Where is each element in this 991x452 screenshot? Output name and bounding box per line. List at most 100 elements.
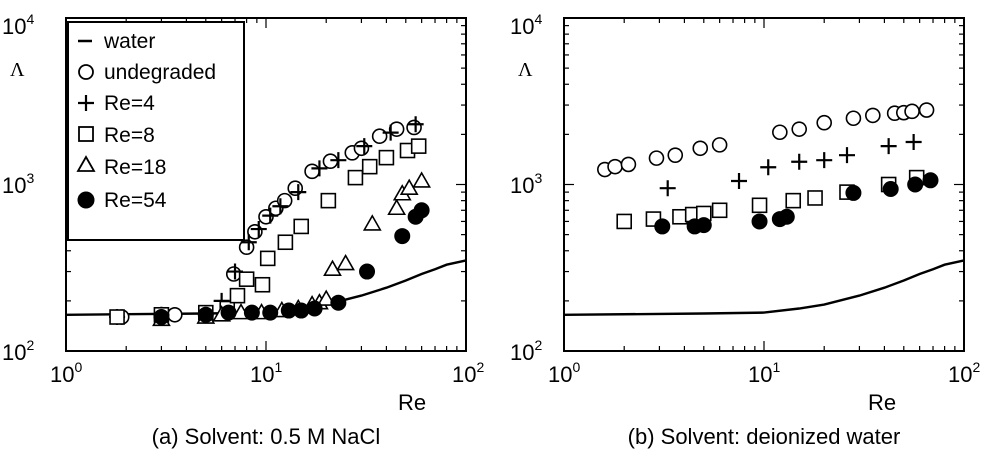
- data-point-re4: [250, 221, 267, 238]
- legend-re4-label: Re=4: [104, 92, 155, 115]
- data-point-re4: [880, 138, 897, 155]
- data-point-re18: [316, 289, 336, 306]
- data-point-re54: [413, 202, 430, 219]
- legend-re8-label: Re=8: [104, 124, 155, 147]
- data-point-re8: [238, 271, 255, 287]
- data-point-re4: [311, 160, 328, 177]
- y-tick-b-top: 104: [510, 11, 542, 39]
- x-tick-a-left: 100: [50, 359, 82, 387]
- legend: water undegraded Re=4 Re=8 Re=18 Re=54: [67, 21, 245, 241]
- data-point-undegraded: [304, 163, 320, 180]
- data-point-re54: [394, 228, 411, 245]
- y-axis-label-b: Λ: [518, 59, 533, 81]
- data-point-re54: [654, 218, 671, 235]
- data-point-undegraded: [711, 137, 728, 153]
- x-tick-b-right: 102: [948, 359, 980, 387]
- data-point-re8: [254, 276, 271, 293]
- markers-a: [109, 116, 432, 327]
- water-curve-b: [563, 259, 965, 316]
- data-point-undegraded: [918, 102, 935, 118]
- data-point-re8: [259, 250, 276, 267]
- data-point-re54: [197, 306, 214, 323]
- data-point-re4: [760, 159, 777, 176]
- data-point-undegraded: [648, 150, 665, 166]
- x-tick-a-mid: 101: [250, 359, 282, 387]
- data-point-re4: [407, 116, 424, 133]
- data-point-re18: [323, 259, 342, 276]
- legend-re54-label: Re=54: [104, 189, 167, 212]
- water-curve-line-b: [563, 259, 965, 316]
- data-point-re54: [243, 304, 260, 321]
- data-point-re54: [907, 176, 924, 193]
- chart-panel-a: 104 103 102 100 101 102 Λ Re (a) Solvent…: [2, 11, 484, 449]
- data-point-re18: [387, 198, 407, 216]
- markers-b: [597, 102, 939, 235]
- data-point-re4: [356, 138, 373, 155]
- legend-re8-marker: [78, 126, 94, 142]
- data-point-re4: [240, 234, 257, 251]
- data-point-re8: [229, 287, 246, 304]
- data-point-undegraded: [607, 158, 623, 175]
- plot-frame-b: [563, 17, 965, 352]
- data-point-re8: [277, 234, 294, 251]
- data-point-re4: [905, 133, 922, 150]
- data-point-re8: [672, 208, 688, 225]
- data-point-re54: [695, 217, 712, 234]
- y-tick-a-mid: 103: [2, 170, 34, 198]
- data-point-re8: [785, 192, 802, 209]
- x-tick-b-left: 100: [548, 359, 580, 387]
- legend-re54-marker: [77, 191, 95, 209]
- data-point-undegraded: [865, 107, 881, 124]
- data-point-re54: [262, 304, 279, 321]
- y-tick-b-bottom: 102: [510, 337, 542, 365]
- data-point-re8: [361, 158, 378, 175]
- data-point-undegraded: [667, 147, 684, 163]
- data-point-undegraded: [620, 156, 637, 173]
- data-point-undegraded: [406, 119, 422, 136]
- data-point-re54: [359, 263, 376, 280]
- y-tick-a-bottom: 102: [2, 337, 34, 365]
- x-axis-label-b: Re: [868, 390, 896, 415]
- data-point-re54: [293, 302, 310, 319]
- caption-b: (b) Solvent: deionized water: [628, 424, 901, 449]
- x-tick-b-mid: 101: [748, 359, 780, 387]
- data-point-undegraded: [692, 140, 709, 157]
- data-point-re18: [362, 214, 382, 231]
- data-point-re8: [293, 218, 310, 235]
- data-point-undegraded: [353, 140, 370, 157]
- data-point-re8: [807, 190, 823, 206]
- data-point-re4: [272, 198, 289, 215]
- data-point-re18: [412, 171, 432, 188]
- data-point-re8: [109, 309, 125, 325]
- data-point-re4: [816, 152, 833, 169]
- data-point-re54: [220, 304, 237, 321]
- data-point-re4: [838, 147, 855, 164]
- legend-undegraded-marker: [78, 64, 94, 80]
- data-point-re4: [330, 152, 347, 169]
- data-point-re54: [330, 294, 347, 311]
- data-point-re4: [262, 207, 279, 224]
- chart-panel-b: 104 103 102 100 101 102 Λ Re (b) Solvent…: [510, 11, 980, 449]
- legend-re18-label: Re=18: [104, 156, 166, 179]
- legend-undegraded-label: undegraded: [104, 61, 216, 84]
- caption-a: (a) Solvent: 0.5 M NaCl: [152, 424, 381, 449]
- data-point-undegraded: [904, 103, 920, 120]
- data-point-re8: [347, 169, 364, 186]
- data-point-undegraded: [371, 128, 388, 145]
- data-point-re4: [290, 184, 307, 201]
- data-point-re8: [751, 197, 768, 214]
- data-point-re18: [336, 253, 355, 271]
- legend-box: [67, 21, 245, 241]
- data-point-re8: [616, 213, 633, 230]
- data-point-re54: [922, 172, 939, 189]
- legend-re4-marker: [78, 95, 94, 111]
- data-point-re54: [306, 300, 323, 317]
- data-point-undegraded: [816, 114, 833, 131]
- legend-water-label: water: [103, 30, 155, 53]
- data-point-re8: [320, 192, 337, 209]
- legend-re18-marker: [76, 155, 96, 172]
- data-point-re54: [882, 180, 899, 197]
- ticks-b: [564, 18, 964, 351]
- data-point-undegraded: [167, 306, 183, 323]
- data-point-re8: [711, 202, 728, 219]
